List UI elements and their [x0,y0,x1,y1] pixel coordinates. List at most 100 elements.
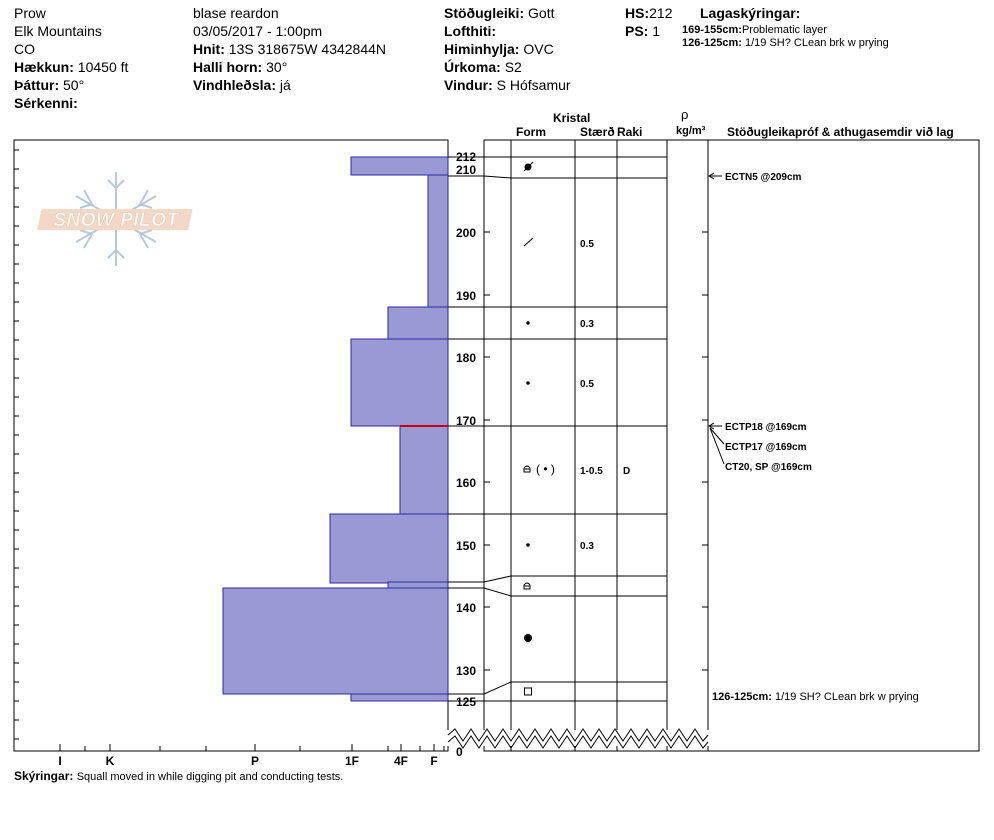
wind-loading-row: Vindhleðsla: já [193,77,291,93]
hardness-bar [387,581,449,589]
stability-test-label: ECTN5 @209cm [725,172,802,183]
hs-label: HS: [625,5,650,21]
hardness-bar [387,306,449,340]
layer-size: 0.3 [580,319,594,330]
comments-row: Skýringar: Squall moved in while digging… [14,768,343,785]
melt-form-icon [524,634,532,642]
depth-axis-labels: 212 210 200 190 180 170 160 150 140 130 … [456,150,476,759]
hardness-bar [329,513,449,584]
layer-size-values: 0.5 0.3 0.5 1-0.5 D 0.3 [580,239,630,552]
layer-table [448,139,980,752]
layer-note-1-text: Problematic layer [741,24,827,36]
coords-label: Hnit: [193,41,225,57]
hardness-axis-ticks [59,744,445,751]
slope-value: 30° [266,59,288,75]
stability-test-labels: ECTN5 @209cm ECTP18 @169cm ECTP17 @169cm… [725,172,812,473]
depth-label: 200 [456,226,476,240]
coords-row: Hnit: 13S 318675W 4342844N [193,41,386,57]
rounded-grain-icon [526,321,530,325]
comments-value: Squall moved in while digging pit and co… [76,771,344,783]
sky-value: OVC [523,41,554,57]
snowpilot-logo: SNOW PILOT [37,172,193,266]
moisture-header: Raki [617,125,642,139]
hardness-label-1f: 1F [345,754,359,768]
logo-text: SNOW PILOT [53,210,179,231]
depth-label: 170 [456,414,476,428]
rounded-grain-icon [526,543,530,547]
hardness-label-k: K [106,754,115,768]
faceted-rounded-icon [523,582,531,590]
layer-note-1-range: 169-155cm: [682,24,742,36]
layer-comment-text: 1/19 SH? CLean brk w prying [775,691,919,703]
ps-value: 1 [652,23,661,39]
hardness-bar [222,587,449,695]
elevation-value: 10450 ft [77,59,129,75]
size-header: Stærð [580,125,615,139]
depth-label: 210 [456,163,476,177]
wind-row: Vindur: S Hófsamur [444,77,571,93]
rounded-grain-paren-icon: ( • ) [536,462,555,476]
observer-name: blase reardon [193,5,279,21]
graupel-icon [523,161,534,172]
ps-row: PS: 1 [625,23,660,39]
column-headers: Kristal Form Stærð Raki ρ kg/m³ Stöðugle… [516,107,954,139]
features-row: Sérkenni: [14,95,78,111]
sky-label: Himinhylja: [444,41,520,57]
crystal-header: Kristal [553,111,590,125]
depth-label: 190 [456,289,476,303]
location-name: Prow [14,5,46,21]
wind-value: S Hófsamur [496,77,571,93]
layer-size: 0.5 [580,379,594,390]
rho-header: ρ [681,107,688,122]
hardness-axis-labels: I K P 1F 4F F [58,754,437,768]
layer-notes-title: Lagaskýringar: [700,5,801,21]
depth-label: 140 [456,601,476,615]
hardness-label-f: F [430,754,437,768]
precip-label: Úrkoma: [444,59,501,75]
hardness-bar [350,156,449,176]
hs-row: HS:212 [625,5,672,21]
aspect-value: 50° [63,77,85,93]
layer-comment-range: 126-125cm: [712,691,772,703]
stability-test-label: ECTP17 @169cm [725,442,807,453]
stability-test-label: ECTP18 @169cm [725,422,807,433]
table-depth-ticks [484,231,708,671]
layer-note-2: 126-125cm: 1/19 SH? CLean brk w prying [682,37,889,50]
layer-size: 0.3 [580,541,594,552]
observation-datetime: 03/05/2017 - 1:00pm [193,23,323,39]
stability-row: Stöðugleiki: Gott [444,5,554,21]
faceted-rounded-icon [523,465,531,473]
layer-moisture: D [623,466,630,477]
form-header: Form [516,125,546,139]
comments-label: Skýringar: [14,769,74,783]
stability-test-label: CT20, SP @169cm [725,462,812,473]
sky-row: Himinhylja: OVC [444,41,554,57]
svg-text:126-125cm: 1/19 SH? CLean brk: 126-125cm: 1/19 SH? CLean brk w prying [712,691,919,703]
hardness-bar [350,693,449,702]
air-temp-label: Lofthiti: [444,23,497,39]
hardness-bar [427,174,449,308]
layer-size: 1-0.5 [580,466,603,477]
hardness-bar [350,338,449,427]
depth-label: 130 [456,664,476,678]
hardness-label-i: I [58,754,61,768]
layer-note-2-text: 1/19 SH? CLean brk w prying [745,37,889,49]
layer-note-2-range: 126-125cm: [682,37,742,49]
aspect-row: Þáttur: 50° [14,77,84,93]
faceted-crystal-icon [524,687,532,696]
left-depth-ticks [14,149,19,740]
air-temp-row: Lofthiti: [444,23,496,39]
layer-comment: 126-125cm: 1/19 SH? CLean brk w prying [712,691,919,703]
hardness-label-p: P [251,754,259,768]
hardness-label-4f: 4F [394,754,408,768]
wind-loading-label: Vindhleðsla: [193,77,276,93]
rounded-grain-icon [526,381,530,385]
hardness-bar [399,425,449,515]
stability-value: Gott [528,5,555,21]
precip-row: Úrkoma: S2 [444,59,522,75]
layer-size: 0.5 [580,239,594,250]
hs-value: 212 [649,5,673,21]
layer-note-1: 169-155cm:Problematic layer [682,24,827,37]
features-label: Sérkenni: [14,95,78,111]
